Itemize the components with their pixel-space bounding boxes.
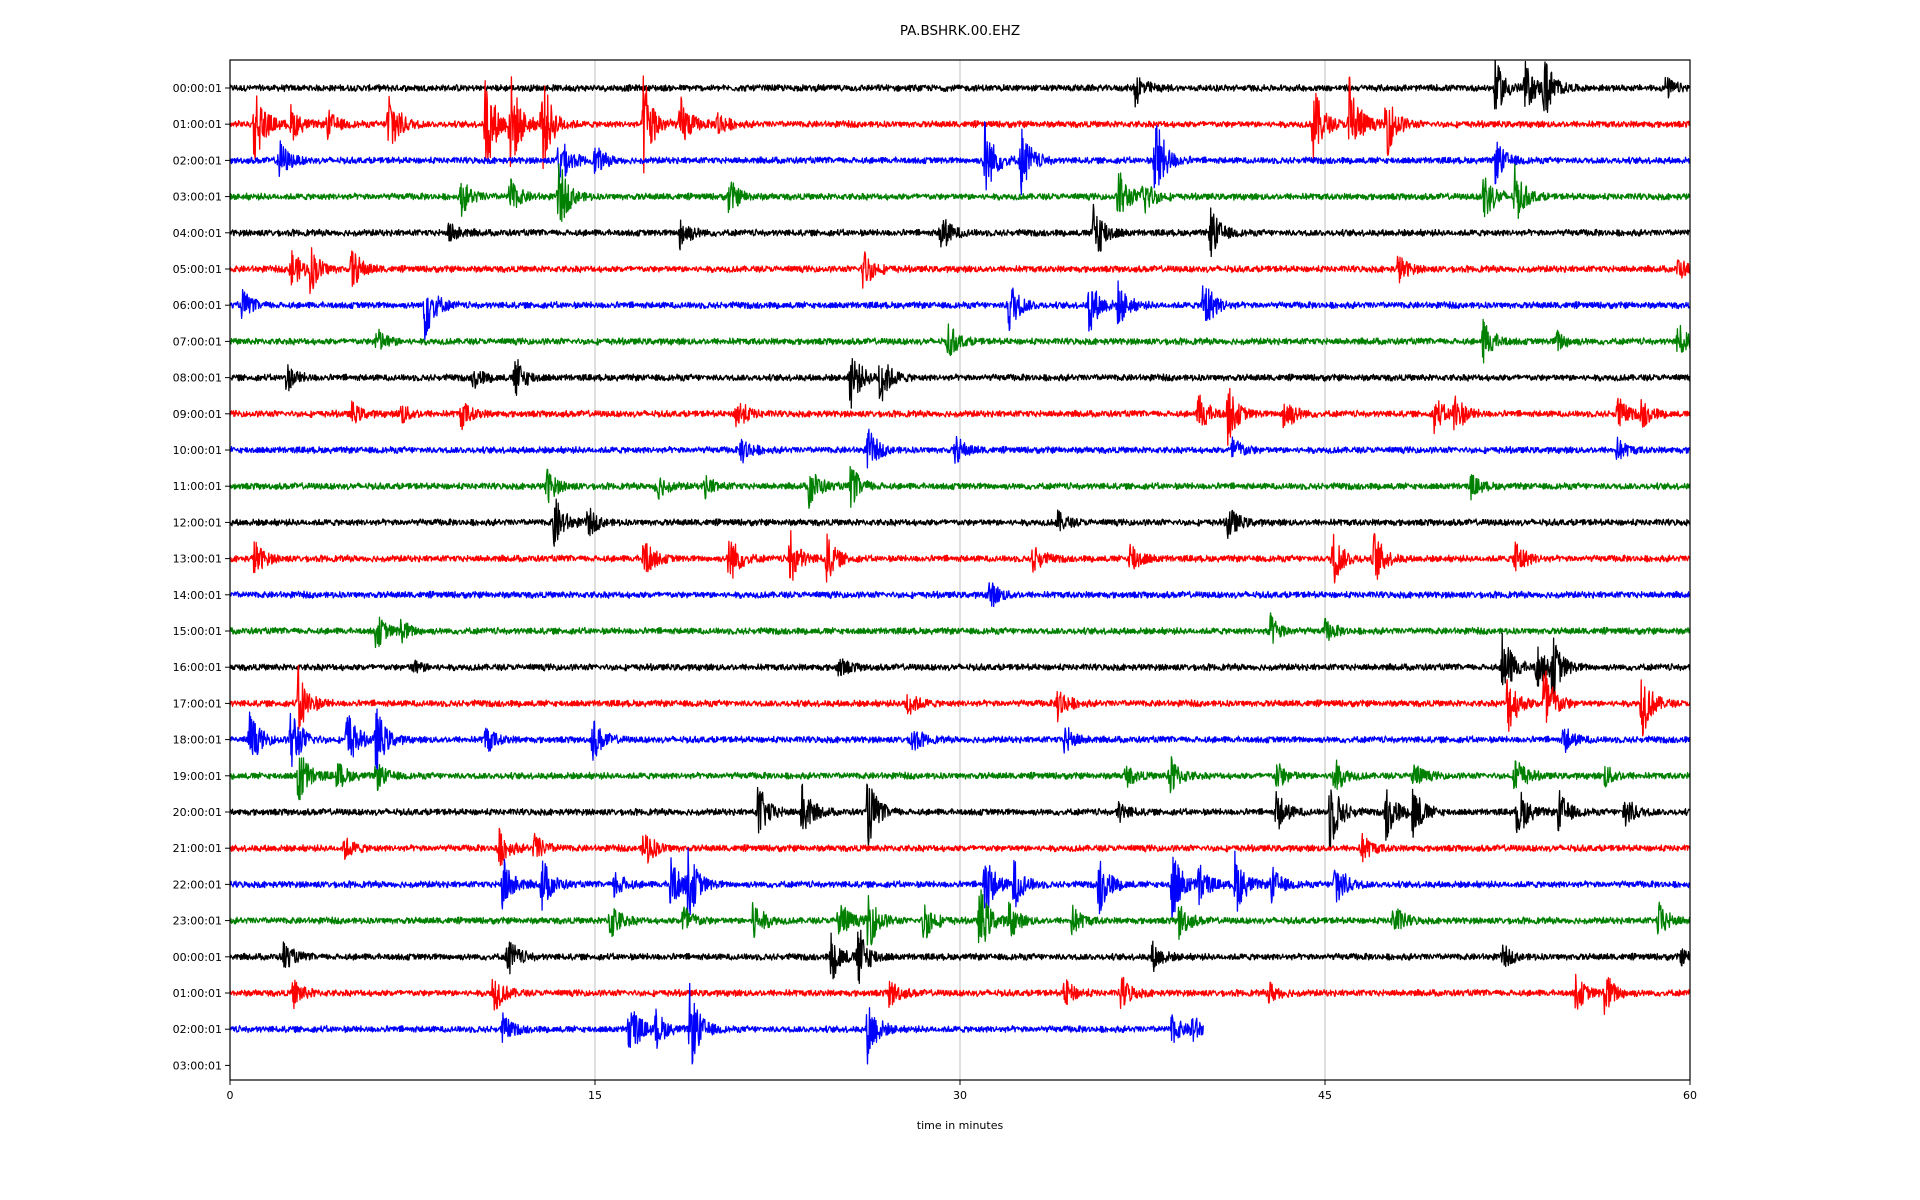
- trace-row-7: [230, 318, 1690, 364]
- trace-row-8: [230, 357, 1690, 409]
- y-tick-label: 12:00:01: [173, 516, 222, 529]
- trace-row-21: [230, 827, 1690, 867]
- y-tick-label: 03:00:01: [173, 191, 222, 204]
- y-tick-label: 19:00:01: [173, 770, 222, 783]
- y-tick-label: 03:00:01: [173, 1059, 222, 1072]
- y-tick-label: 02:00:01: [173, 1023, 222, 1036]
- y-axis: 00:00:01 01:00:01 02:00:01 03:00:01 04:00:01…: [173, 82, 230, 1072]
- trace-row-10: [230, 428, 1690, 469]
- trace-row-9: [230, 387, 1690, 446]
- chart-title: PA.BSHRK.00.EHZ: [900, 23, 1020, 39]
- trace-row-18: [230, 708, 1690, 771]
- trace-row-16: [230, 632, 1690, 700]
- x-axis-label: time in minutes: [917, 1119, 1004, 1132]
- y-tick-label: 02:00:01: [173, 154, 222, 167]
- x-axis: 0 15 30 45 60: [227, 1080, 1697, 1102]
- trace-row-3: [230, 163, 1690, 222]
- y-tick-label: 17:00:01: [173, 697, 222, 710]
- trace-row-0: [230, 60, 1690, 113]
- y-tick-label: 20:00:01: [173, 806, 222, 819]
- y-tick-label: 01:00:01: [173, 987, 222, 1000]
- trace-row-26: [230, 982, 1204, 1065]
- y-tick-label: 01:00:01: [173, 118, 222, 131]
- x-tick-label: 60: [1683, 1089, 1697, 1102]
- y-tick-label: 14:00:01: [173, 589, 222, 602]
- y-tick-label: 07:00:01: [173, 335, 222, 348]
- y-tick-label: 00:00:01: [173, 82, 222, 95]
- trace-row-2: [230, 121, 1690, 196]
- grid-lines: [594, 60, 1326, 1080]
- y-tick-label: 21:00:01: [173, 842, 222, 855]
- trace-row-23: [230, 889, 1690, 946]
- y-tick-label: 11:00:01: [173, 480, 222, 493]
- y-tick-label: 05:00:01: [173, 263, 222, 276]
- trace-row-20: [230, 783, 1690, 850]
- x-tick-label: 15: [588, 1089, 602, 1102]
- trace-row-6: [230, 280, 1690, 341]
- y-tick-label: 16:00:01: [173, 661, 222, 674]
- trace-row-17: [230, 664, 1690, 737]
- y-tick-label: 09:00:01: [173, 408, 222, 421]
- trace-row-13: [230, 530, 1690, 584]
- trace-row-19: [230, 756, 1690, 801]
- trace-row-1: [230, 75, 1690, 174]
- y-tick-label: 23:00:01: [173, 915, 222, 928]
- trace-row-11: [230, 466, 1690, 509]
- y-tick-label: 22:00:01: [173, 878, 222, 891]
- y-tick-label: 00:00:01: [173, 951, 222, 964]
- y-tick-label: 10:00:01: [173, 444, 222, 457]
- y-tick-label: 08:00:01: [173, 372, 222, 385]
- trace-row-4: [230, 203, 1690, 258]
- x-tick-label: 30: [953, 1089, 967, 1102]
- trace-row-5: [230, 247, 1690, 295]
- x-tick-label: 0: [227, 1089, 234, 1102]
- y-tick-label: 04:00:01: [173, 227, 222, 240]
- trace-row-22: [230, 847, 1690, 920]
- trace-row-24: [230, 929, 1690, 984]
- y-tick-label: 18:00:01: [173, 734, 222, 747]
- traces: [230, 60, 1690, 1065]
- y-tick-label: 15:00:01: [173, 625, 222, 638]
- trace-row-14: [230, 582, 1690, 608]
- y-tick-label: 13:00:01: [173, 553, 222, 566]
- x-tick-label: 45: [1318, 1089, 1332, 1102]
- trace-row-25: [230, 973, 1690, 1015]
- y-tick-label: 06:00:01: [173, 299, 222, 312]
- trace-row-12: [230, 498, 1690, 547]
- trace-row-15: [230, 612, 1690, 649]
